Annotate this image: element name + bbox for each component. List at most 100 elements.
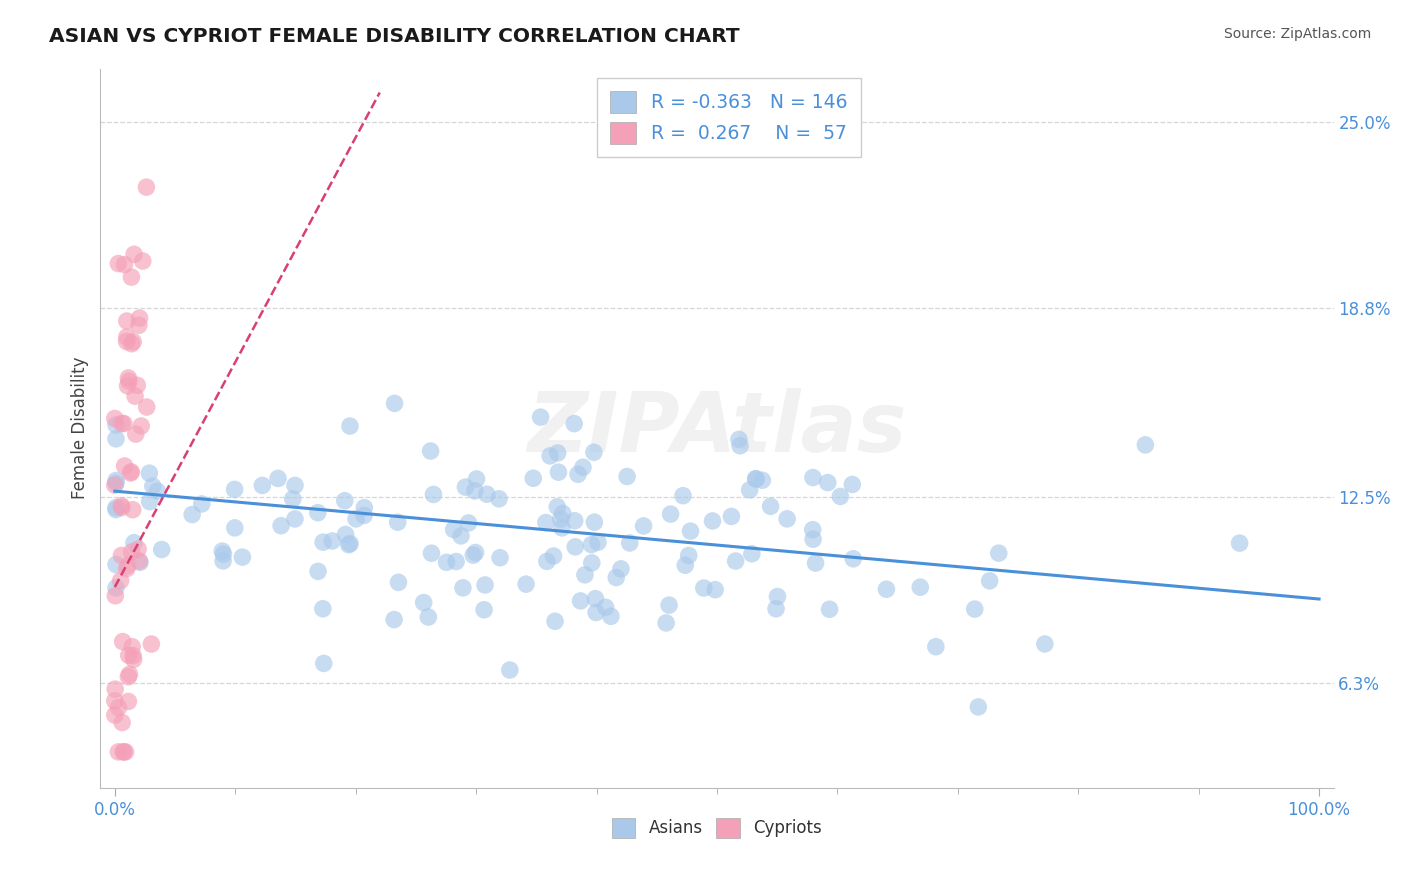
Point [659, 507, 682, 521]
Point [536, 554, 558, 568]
Point [284, 478, 307, 492]
Point [117, 558, 139, 573]
Point [818, 602, 841, 616]
Point [436, 555, 458, 569]
Point [150, 542, 173, 557]
Point [967, 700, 990, 714]
Point [181, 508, 204, 522]
Point [454, 480, 477, 494]
Point [673, 558, 696, 573]
Point [693, 581, 716, 595]
Point [574, 567, 596, 582]
Point [312, 535, 335, 549]
Point [112, 745, 135, 759]
Point [307, 565, 329, 579]
Point [312, 601, 335, 615]
Point [107, 256, 129, 270]
Point [382, 613, 405, 627]
Point [117, 694, 139, 708]
Point [118, 648, 141, 663]
Point [191, 497, 214, 511]
Point [105, 502, 128, 516]
Point [115, 562, 138, 576]
Point [465, 472, 488, 486]
Point [724, 554, 747, 568]
Point [474, 578, 496, 592]
Point [704, 582, 727, 597]
Point [544, 614, 567, 628]
Point [125, 427, 148, 442]
Point [582, 445, 605, 459]
Point [104, 478, 127, 492]
Legend: Asians, Cypriots: Asians, Cypriots [606, 812, 828, 844]
Point [111, 500, 134, 515]
Point [801, 523, 824, 537]
Point [270, 518, 292, 533]
Point [105, 581, 128, 595]
Point [122, 652, 145, 666]
Point [801, 532, 824, 546]
Point [534, 516, 557, 530]
Point [129, 555, 152, 569]
Point [231, 550, 253, 565]
Point [412, 596, 434, 610]
Point [224, 483, 246, 497]
Point [212, 554, 235, 568]
Point [105, 474, 128, 488]
Point [572, 460, 595, 475]
Point [267, 471, 290, 485]
Point [110, 499, 132, 513]
Point [569, 594, 592, 608]
Point [387, 515, 409, 529]
Point [118, 667, 141, 681]
Point [281, 491, 304, 506]
Point [124, 389, 146, 403]
Point [738, 483, 761, 497]
Point [252, 478, 274, 492]
Point [744, 472, 766, 486]
Point [842, 551, 865, 566]
Point [499, 663, 522, 677]
Point [135, 400, 157, 414]
Point [344, 512, 367, 526]
Point [605, 570, 627, 584]
Point [312, 657, 335, 671]
Point [139, 494, 162, 508]
Point [987, 546, 1010, 560]
Point [546, 500, 568, 514]
Point [419, 444, 441, 458]
Point [619, 536, 641, 550]
Point [307, 506, 329, 520]
Point [146, 484, 169, 499]
Point [105, 417, 128, 432]
Point [585, 591, 607, 606]
Point [804, 556, 827, 570]
Point [128, 311, 150, 326]
Point [122, 648, 145, 663]
Point [489, 550, 512, 565]
Point [284, 512, 307, 526]
Point [117, 670, 139, 684]
Point [104, 589, 127, 603]
Point [114, 745, 136, 759]
Point [595, 600, 617, 615]
Point [801, 470, 824, 484]
Point [655, 615, 678, 630]
Point [1033, 637, 1056, 651]
Point [451, 581, 474, 595]
Point [488, 491, 510, 506]
Point [387, 575, 409, 590]
Point [107, 745, 129, 759]
Point [745, 472, 768, 486]
Point [543, 549, 565, 563]
Point [979, 574, 1001, 588]
Point [567, 467, 589, 482]
Point [633, 519, 655, 533]
Point [211, 544, 233, 558]
Point [1229, 536, 1251, 550]
Point [464, 483, 486, 498]
Point [333, 493, 356, 508]
Point [457, 516, 479, 530]
Point [443, 523, 465, 537]
Point [583, 515, 606, 529]
